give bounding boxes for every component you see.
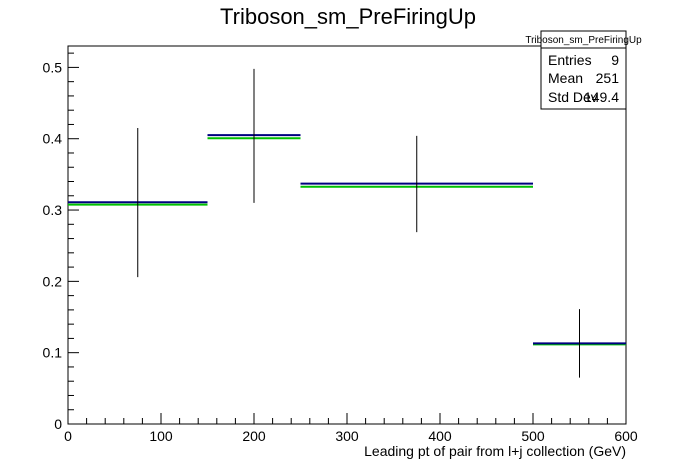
x-tick-label: 0 bbox=[64, 428, 72, 444]
x-tick-label: 600 bbox=[614, 428, 638, 444]
x-tick-label: 400 bbox=[428, 428, 452, 444]
histogram-bin bbox=[533, 309, 626, 378]
stats-mean-label: Mean bbox=[548, 70, 583, 86]
histogram-bin bbox=[68, 128, 208, 278]
stats-stddev-value: 149.4 bbox=[584, 89, 619, 105]
stats-box-frame bbox=[540, 30, 627, 110]
stats-box-title: Triboson_sm_PreFiringUp bbox=[525, 35, 642, 46]
y-tick-label: 0.4 bbox=[43, 131, 63, 147]
y-tick-label: 0.3 bbox=[43, 202, 63, 218]
x-tick-label: 500 bbox=[521, 428, 545, 444]
y-tick-label: 0 bbox=[54, 416, 62, 432]
histogram-bins bbox=[68, 68, 626, 378]
histogram-bin bbox=[300, 135, 533, 233]
stats-stddev-label: Std Dev bbox=[548, 89, 598, 105]
stats-box: Triboson_sm_PreFiringUp Entries 9 Mean 2… bbox=[525, 30, 642, 110]
y-tick-label: 0.2 bbox=[43, 273, 63, 289]
stats-mean-value: 251 bbox=[596, 70, 620, 86]
y-tick-label: 0.1 bbox=[43, 345, 63, 361]
stats-entries-label: Entries bbox=[548, 52, 592, 68]
x-axis-label: Leading pt of pair from l+j collection (… bbox=[364, 443, 626, 459]
x-tick-label: 200 bbox=[242, 428, 266, 444]
axis-ticks: 0 100 200 300 400 500 600 0 0.1 0.2 0.3 0.4 0.5 bbox=[43, 52, 638, 444]
chart-title: Triboson_sm_PreFiringUp bbox=[220, 4, 476, 29]
histogram-bin bbox=[207, 68, 301, 203]
y-tick-label: 0.5 bbox=[43, 59, 63, 75]
x-tick-label: 100 bbox=[149, 428, 173, 444]
x-tick-label: 300 bbox=[335, 428, 359, 444]
stats-entries-value: 9 bbox=[611, 52, 619, 68]
